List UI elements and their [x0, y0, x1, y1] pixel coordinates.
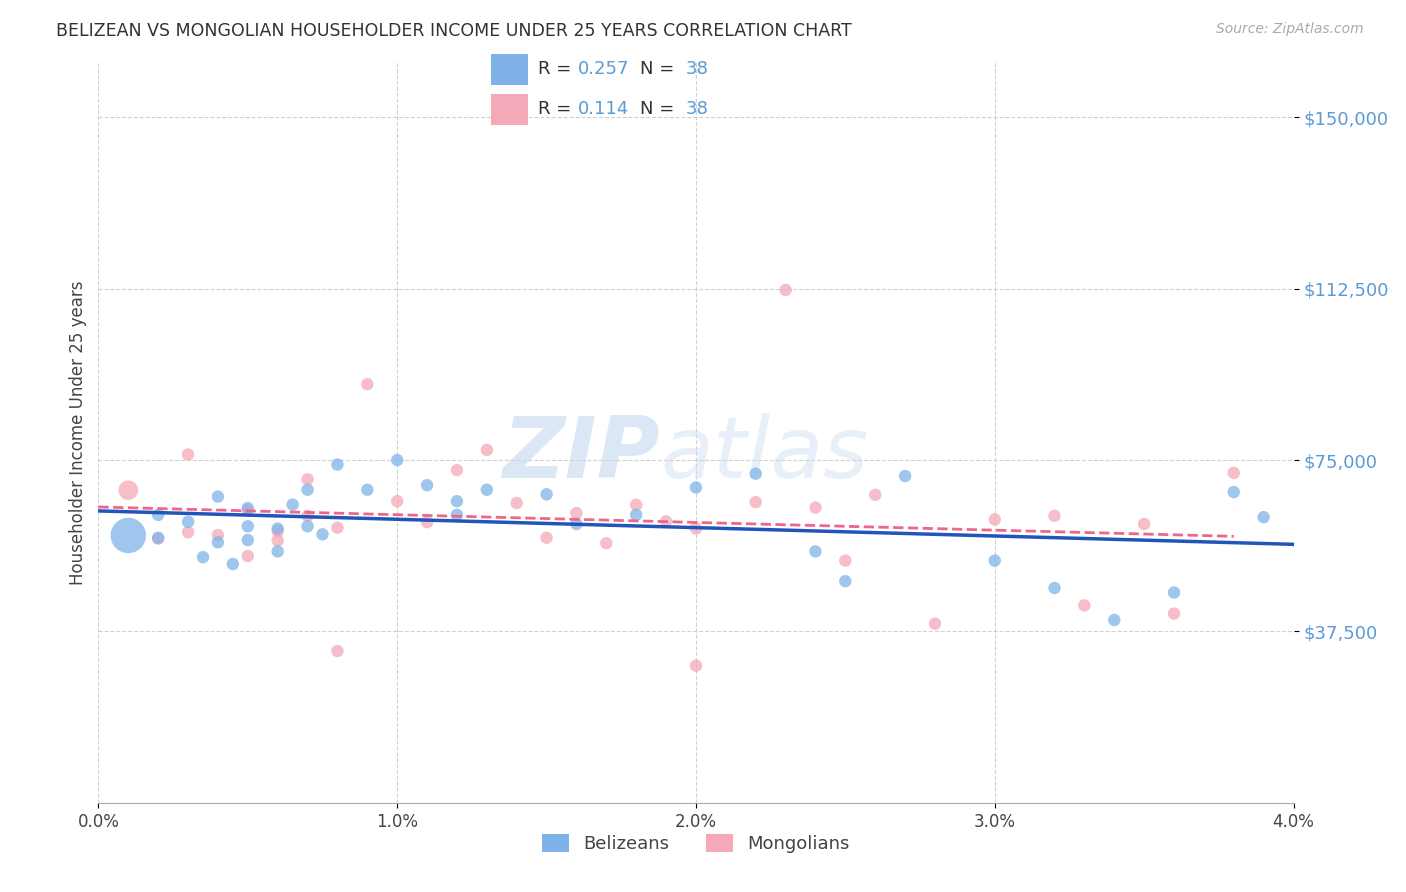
Point — [475, 442, 498, 457]
Point — [745, 495, 768, 509]
Point — [894, 469, 917, 483]
Text: BELIZEAN VS MONGOLIAN HOUSEHOLDER INCOME UNDER 25 YEARS CORRELATION CHART: BELIZEAN VS MONGOLIAN HOUSEHOLDER INCOME… — [56, 22, 852, 40]
Text: ZIP: ZIP — [502, 413, 661, 496]
Point — [117, 483, 139, 498]
Point — [326, 458, 349, 472]
Point — [356, 483, 378, 497]
Point — [236, 503, 259, 517]
Bar — [491, 94, 529, 125]
Point — [1043, 581, 1066, 595]
Point — [356, 377, 378, 392]
Point — [148, 532, 170, 546]
Text: R =: R = — [537, 60, 576, 78]
Point — [236, 533, 259, 547]
Point — [565, 516, 588, 531]
Point — [626, 508, 648, 522]
Point — [297, 508, 319, 523]
Point — [834, 574, 856, 589]
Text: 0.257: 0.257 — [578, 60, 630, 78]
Point — [1163, 585, 1185, 599]
Text: Source: ZipAtlas.com: Source: ZipAtlas.com — [1216, 22, 1364, 37]
Point — [626, 498, 648, 512]
Point — [1253, 510, 1275, 524]
Point — [685, 480, 707, 494]
Point — [281, 498, 304, 512]
Point — [446, 463, 468, 477]
Y-axis label: Householder Income Under 25 years: Householder Income Under 25 years — [69, 280, 87, 585]
Point — [984, 553, 1007, 567]
Point — [745, 467, 768, 481]
Point — [297, 519, 319, 533]
Point — [1133, 516, 1156, 531]
Point — [222, 557, 245, 571]
Point — [834, 553, 856, 567]
Text: 38: 38 — [686, 100, 709, 118]
Point — [506, 496, 529, 510]
Point — [416, 478, 439, 492]
Text: N =: N = — [640, 100, 679, 118]
Text: N =: N = — [640, 60, 679, 78]
Point — [1223, 485, 1246, 500]
Point — [595, 536, 617, 550]
Point — [191, 550, 214, 565]
Point — [1163, 607, 1185, 621]
Point — [984, 512, 1007, 526]
Point — [267, 524, 290, 539]
Point — [475, 483, 498, 497]
Point — [655, 514, 678, 528]
Point — [148, 531, 170, 545]
Point — [326, 644, 349, 658]
Point — [267, 522, 290, 536]
Bar — [491, 54, 529, 85]
Point — [536, 487, 558, 501]
Point — [207, 490, 229, 504]
Point — [446, 508, 468, 522]
Point — [236, 501, 259, 516]
Point — [297, 472, 319, 486]
Point — [207, 528, 229, 542]
Point — [1104, 613, 1126, 627]
Point — [177, 448, 200, 462]
Point — [297, 483, 319, 497]
Point — [385, 494, 409, 508]
Point — [207, 535, 229, 549]
Point — [177, 525, 200, 540]
Point — [311, 527, 333, 541]
Point — [865, 488, 887, 502]
Point — [1073, 599, 1095, 613]
Point — [924, 616, 946, 631]
Point — [685, 522, 707, 536]
Point — [148, 508, 170, 522]
Point — [804, 500, 827, 515]
Point — [775, 283, 797, 297]
Point — [804, 544, 827, 558]
Point — [446, 494, 468, 508]
Point — [177, 515, 200, 529]
Point — [416, 515, 439, 529]
Point — [536, 531, 558, 545]
Point — [267, 533, 290, 548]
Point — [385, 453, 409, 467]
Text: R =: R = — [537, 100, 576, 118]
Text: 0.114: 0.114 — [578, 100, 628, 118]
Point — [236, 549, 259, 563]
Point — [1223, 466, 1246, 480]
Legend: Belizeans, Mongolians: Belizeans, Mongolians — [534, 827, 858, 861]
Point — [1043, 508, 1066, 523]
Text: atlas: atlas — [661, 413, 868, 496]
Point — [117, 528, 139, 542]
Point — [326, 521, 349, 535]
Text: 38: 38 — [686, 60, 709, 78]
Point — [267, 544, 290, 558]
Point — [685, 658, 707, 673]
Point — [565, 506, 588, 520]
Point — [236, 519, 259, 533]
